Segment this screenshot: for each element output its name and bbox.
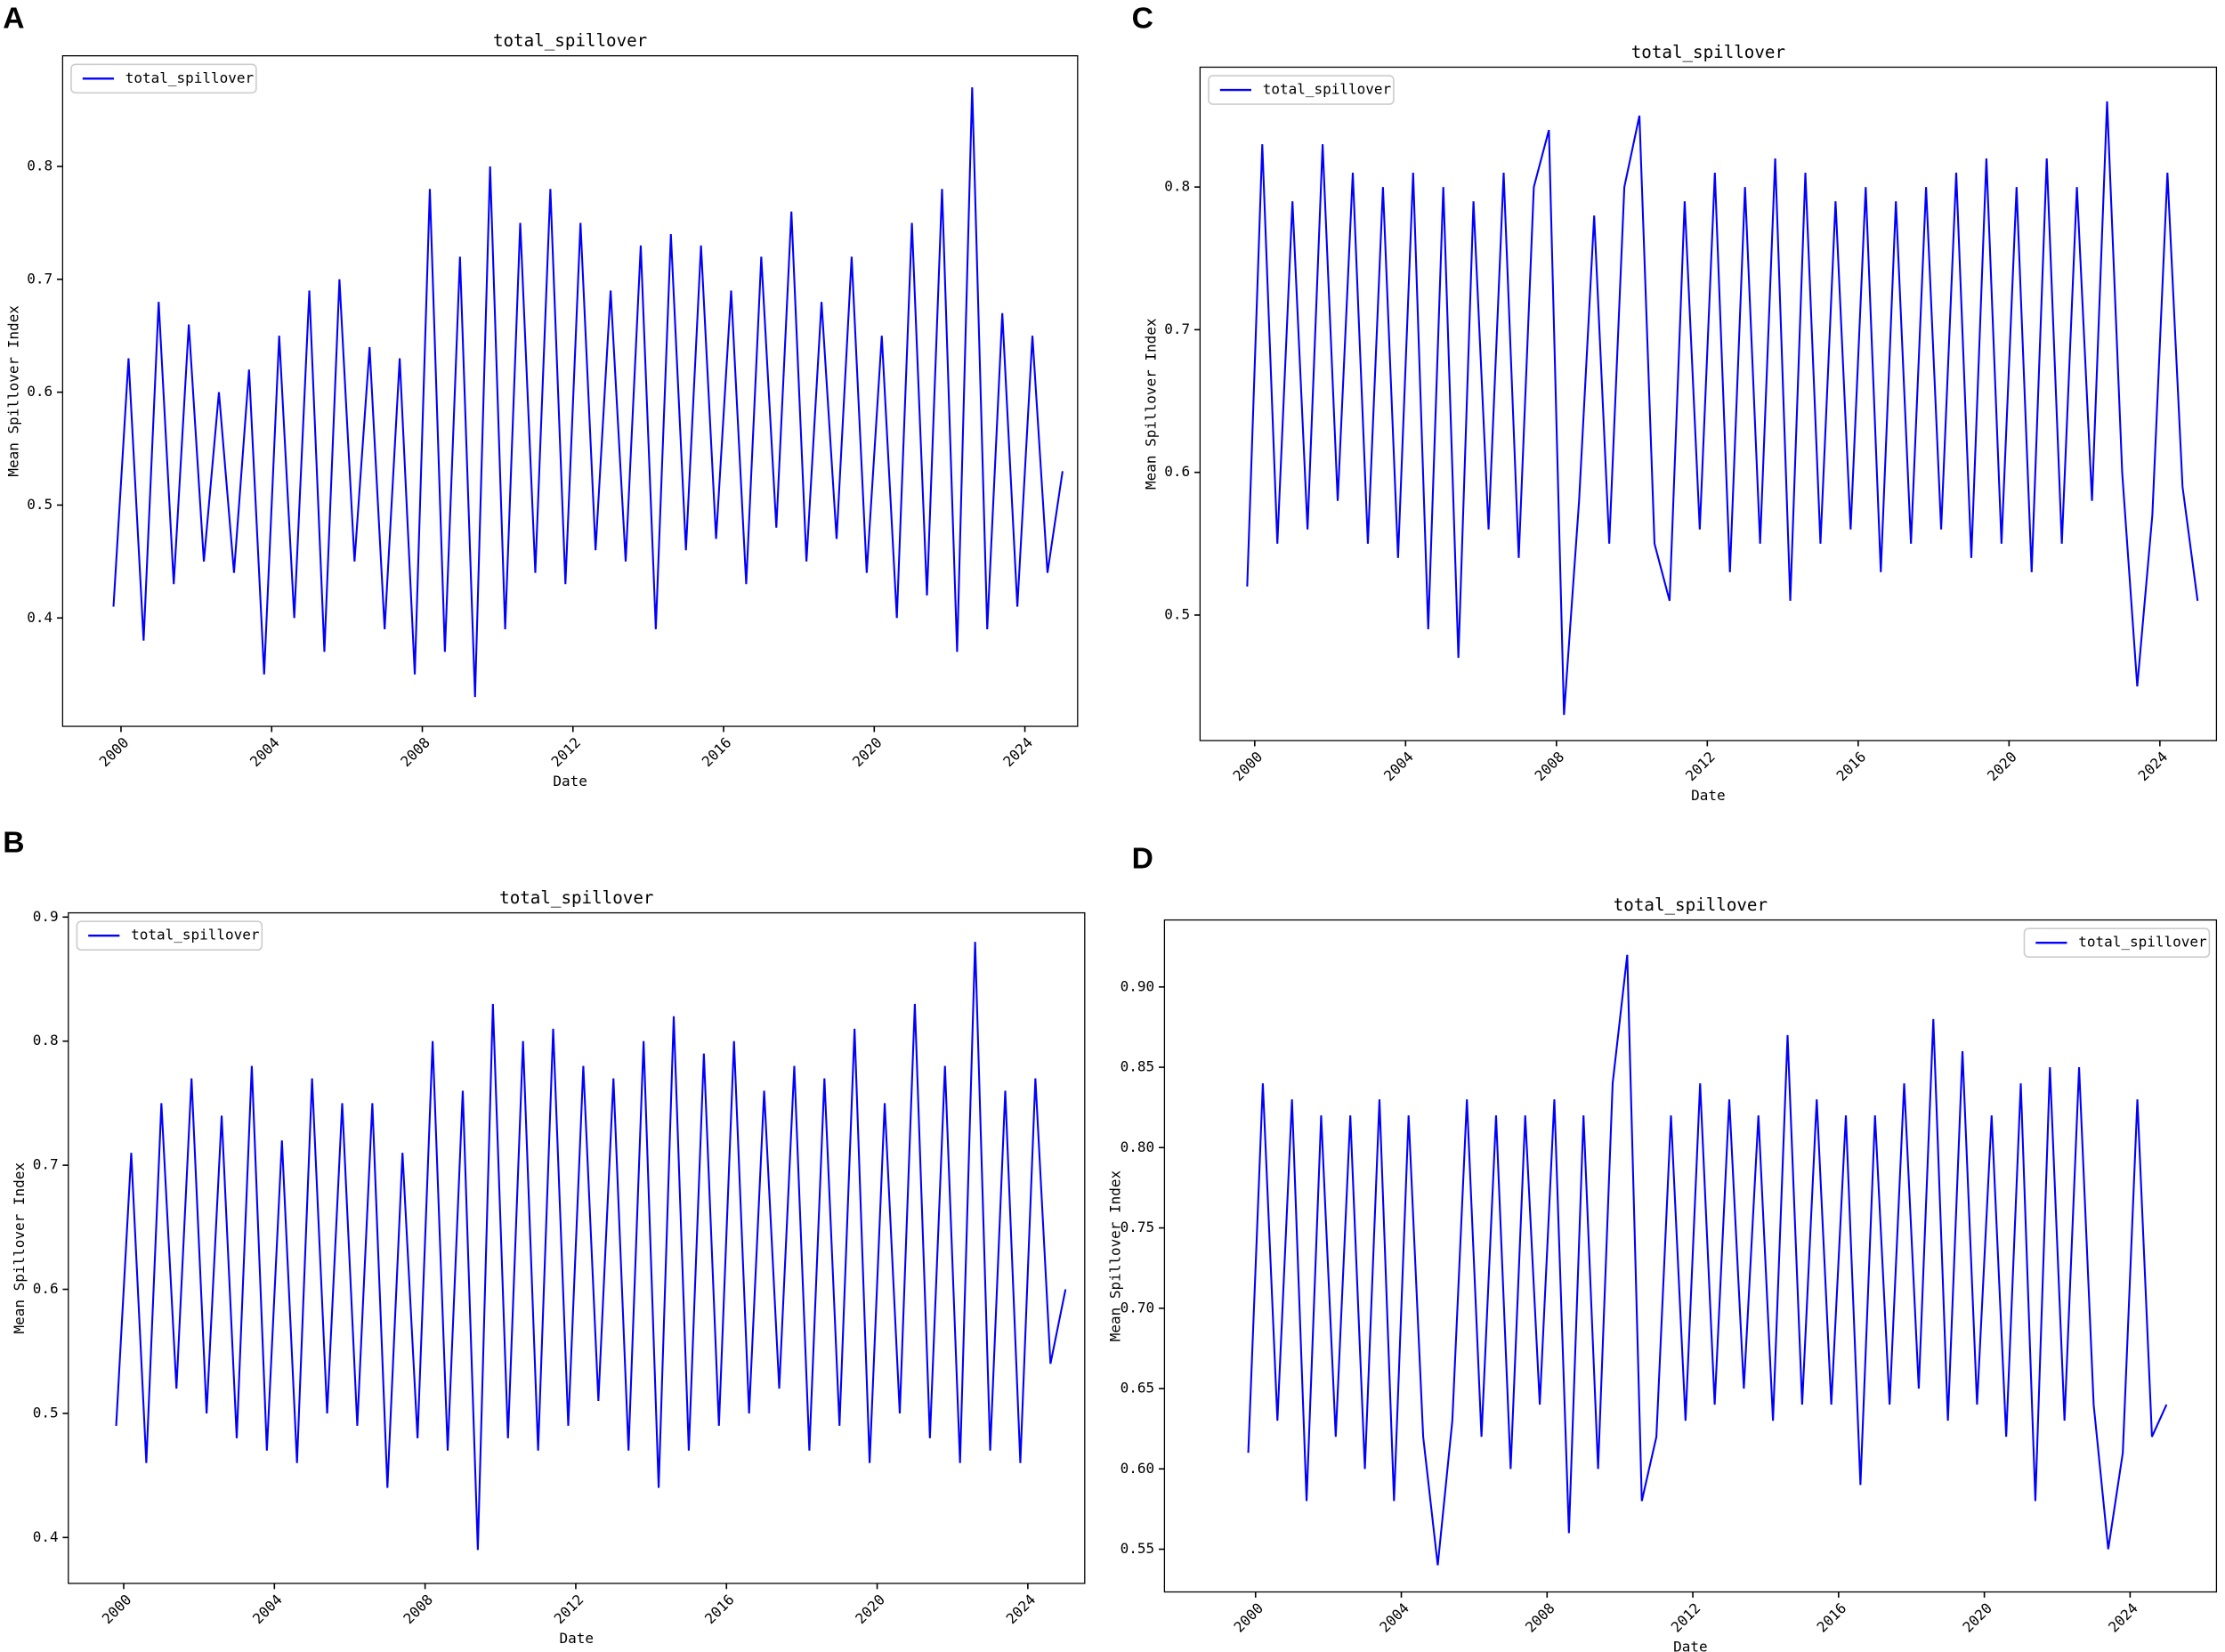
chart-title: total_spillover [1631, 42, 1785, 62]
legend: total_spillover [76, 920, 263, 951]
x-axis-label: Date [1691, 787, 1726, 804]
legend-label: total_spillover [1263, 81, 1392, 98]
y-tick-label: 0.55 [1121, 1540, 1155, 1557]
y-tick-label: 0.8 [27, 157, 53, 174]
panel-letter: D [1132, 842, 1153, 875]
y-tick-label: 0.4 [27, 609, 53, 626]
x-tick-label: 2020 [1959, 1599, 1995, 1636]
data-line [1246, 101, 2199, 716]
y-tick-label: 0.75 [1121, 1219, 1155, 1235]
x-tick-label: 2016 [699, 734, 735, 771]
x-tick-label: 2004 [249, 1591, 286, 1627]
y-tick-label: 0.7 [33, 1156, 59, 1173]
legend-box [76, 920, 263, 951]
chart-title: total_spillover [493, 30, 647, 51]
x-tick-label: 2008 [400, 1591, 436, 1627]
x-tick-label: 2012 [551, 1591, 587, 1627]
x-tick-label: 2016 [1833, 749, 1870, 785]
y-tick-label: 0.5 [27, 496, 53, 513]
panel-letter: A [3, 3, 24, 36]
x-tick-label: 2020 [849, 734, 886, 771]
y-tick-label: 0.70 [1121, 1299, 1155, 1316]
legend-box [2023, 927, 2211, 958]
x-tick-label: 2024 [2135, 749, 2172, 785]
x-tick-label: 2000 [1230, 1599, 1266, 1636]
plot-area [1247, 954, 2168, 1566]
y-tick-label: 0.6 [33, 1280, 59, 1297]
chart-title: total_spillover [499, 887, 653, 908]
x-tick-label: 2008 [1522, 1599, 1558, 1636]
y-tick-label: 0.7 [1164, 320, 1190, 337]
y-tick-label: 0.60 [1121, 1460, 1155, 1477]
x-tick-label: 2008 [1532, 749, 1568, 785]
x-tick-label: 2000 [99, 1591, 135, 1627]
plot-area [115, 942, 1067, 1551]
x-tick-label: 2004 [1376, 1599, 1412, 1636]
x-tick-label: 2020 [1984, 749, 2020, 785]
legend-box [70, 63, 257, 94]
x-tick-label: 2012 [1668, 1599, 1704, 1636]
plot-area [112, 87, 1064, 698]
y-tick-label: 0.90 [1121, 977, 1155, 994]
x-tick-label: 2012 [548, 734, 585, 771]
y-tick-label: 0.4 [33, 1528, 59, 1545]
panel-letter: C [1132, 3, 1153, 36]
chart-title: total_spillover [1614, 895, 1768, 915]
y-tick-label: 0.9 [33, 908, 59, 925]
data-line [112, 87, 1064, 698]
legend: total_spillover [1208, 75, 1395, 105]
y-tick-label: 0.8 [1164, 178, 1190, 195]
y-axis-label: Mean Spillover Index [1106, 1170, 1123, 1341]
legend: total_spillover [70, 63, 257, 94]
axes-frame [68, 911, 1086, 1584]
x-tick-label: 2004 [1380, 749, 1417, 785]
y-tick-label: 0.8 [33, 1032, 59, 1049]
x-tick-label: 2016 [701, 1591, 738, 1627]
data-line [115, 942, 1067, 1551]
legend: total_spillover [2023, 927, 2211, 958]
x-tick-label: 2004 [247, 734, 283, 771]
x-tick-label: 2024 [999, 734, 1036, 771]
legend-label: total_spillover [131, 927, 260, 943]
y-tick-label: 0.6 [27, 383, 53, 400]
x-tick-label: 2000 [1230, 749, 1266, 785]
y-tick-label: 0.65 [1121, 1380, 1155, 1397]
axes-frame [61, 55, 1079, 727]
x-tick-label: 2016 [1814, 1599, 1850, 1636]
x-tick-label: 2024 [1003, 1591, 1040, 1627]
axes-frame [1163, 919, 2218, 1593]
legend-label: total_spillover [2078, 934, 2207, 951]
y-axis-label: Mean Spillover Index [4, 305, 21, 477]
x-axis-label: Date [553, 773, 587, 790]
x-tick-label: 2008 [397, 734, 433, 771]
x-tick-label: 2024 [2105, 1599, 2141, 1636]
x-tick-label: 2000 [96, 734, 133, 771]
y-axis-label: Mean Spillover Index [11, 1162, 28, 1334]
y-tick-label: 0.6 [1164, 463, 1190, 480]
y-tick-label: 0.80 [1121, 1138, 1155, 1155]
plot-area [1246, 101, 2199, 716]
y-tick-label: 0.85 [1121, 1058, 1155, 1075]
data-line [1247, 954, 2168, 1566]
y-tick-label: 0.7 [27, 270, 53, 287]
legend-box [1208, 75, 1395, 105]
y-axis-label: Mean Spillover Index [1142, 318, 1159, 490]
x-tick-label: 2020 [852, 1591, 888, 1627]
legend-label: total_spillover [125, 69, 255, 86]
y-tick-label: 0.5 [1164, 605, 1190, 622]
panel-letter: B [3, 827, 24, 860]
y-tick-label: 0.5 [33, 1404, 59, 1421]
x-axis-label: Date [560, 1630, 594, 1647]
x-axis-label: Date [1673, 1638, 1708, 1652]
axes-frame [1199, 66, 2218, 741]
x-tick-label: 2012 [1682, 749, 1719, 785]
